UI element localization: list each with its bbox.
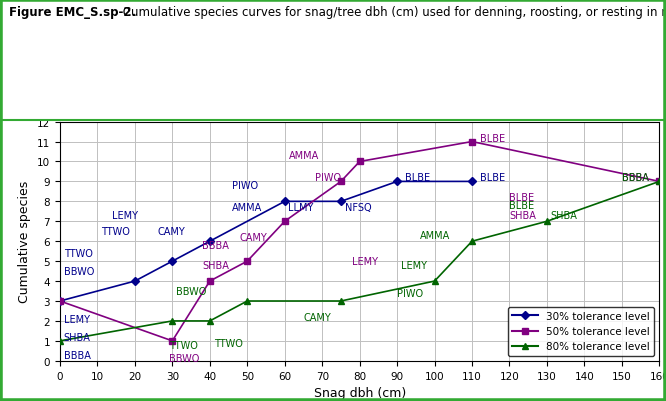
Text: TTWO: TTWO: [101, 227, 130, 237]
Text: BLBE: BLBE: [509, 201, 535, 211]
Text: BBBA: BBBA: [622, 173, 649, 183]
Text: CAMY: CAMY: [304, 312, 331, 322]
Text: BLBE: BLBE: [509, 193, 535, 203]
Text: AMMA: AMMA: [232, 203, 262, 213]
Text: TTWO: TTWO: [214, 338, 242, 348]
Text: BBWO: BBWO: [176, 286, 206, 296]
Text: SHBA: SHBA: [551, 211, 577, 221]
Text: PIWO: PIWO: [397, 288, 423, 298]
Text: LEMY: LEMY: [64, 314, 90, 324]
Text: BBWO: BBWO: [64, 266, 94, 276]
Text: BBBA: BBBA: [202, 241, 229, 251]
Text: LEMY: LEMY: [352, 257, 378, 267]
Text: PIWO: PIWO: [232, 181, 258, 191]
Text: AMMA: AMMA: [288, 151, 319, 161]
Text: SHBA: SHBA: [202, 261, 229, 270]
Text: AMMA: AMMA: [420, 231, 450, 241]
Text: PIWO: PIWO: [315, 173, 341, 183]
Text: Figure EMC_S.sp-2.: Figure EMC_S.sp-2.: [9, 6, 136, 18]
Text: CAMY: CAMY: [240, 233, 268, 243]
Text: BLBE: BLBE: [480, 133, 505, 143]
Text: Cumulative species curves for snag/tree dbh (cm) used for denning, roosting, or : Cumulative species curves for snag/tree …: [119, 6, 666, 18]
Text: CAMY: CAMY: [157, 227, 185, 237]
Text: BBWO: BBWO: [168, 353, 199, 363]
Text: BLBE: BLBE: [405, 173, 430, 183]
Text: SHBA: SHBA: [509, 211, 536, 221]
Text: TTWO: TTWO: [64, 249, 93, 259]
Text: LEMY: LEMY: [113, 211, 139, 221]
Text: LLMY: LLMY: [288, 203, 314, 213]
Text: LEMY: LEMY: [401, 261, 427, 270]
Text: TTWO: TTWO: [168, 340, 197, 350]
Text: BLBE: BLBE: [480, 173, 505, 183]
X-axis label: Snag dbh (cm): Snag dbh (cm): [314, 386, 406, 399]
Text: BBBA: BBBA: [622, 173, 649, 183]
Legend: 30% tolerance level, 50% tolerance level, 80% tolerance level: 30% tolerance level, 50% tolerance level…: [507, 307, 654, 356]
Text: SHBA: SHBA: [64, 332, 91, 342]
Text: BBBA: BBBA: [64, 350, 91, 360]
Text: NFSQ: NFSQ: [345, 203, 371, 213]
Y-axis label: Cumulative species: Cumulative species: [19, 180, 31, 303]
